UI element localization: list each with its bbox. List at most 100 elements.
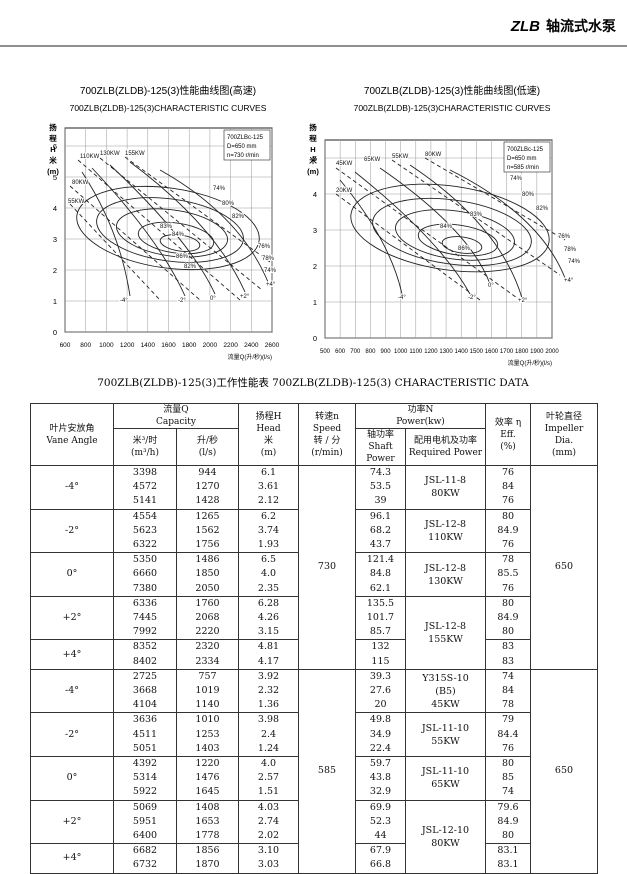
value-cell: 1756: [176, 538, 239, 553]
cell-text: 2.4: [260, 728, 277, 740]
value-cell: 84.8: [355, 567, 406, 582]
data-row: 5951 1653 2.74 52.3 84.9: [31, 814, 598, 830]
cell-text: JSL-12-8: [424, 620, 467, 632]
cell-text: 1.51: [257, 786, 280, 798]
curve-annotation: 155KW: [125, 151, 145, 157]
data-row: 8402 2334 4.17 115 83: [31, 654, 598, 670]
cell-text: 叶片安放角: [49, 423, 95, 434]
cell-text: JSL-12-8: [424, 562, 467, 574]
cell-text: 1019: [195, 685, 220, 697]
x-tick-label: 700: [350, 349, 361, 355]
value-cell: 74.3: [355, 465, 406, 481]
cell-text: -4°: [64, 685, 79, 697]
data-row: 5922 1645 1.51 32.9 74: [31, 785, 598, 801]
cell-text: 6732: [132, 859, 158, 871]
value-cell: 6682: [113, 843, 177, 859]
curve-annotation: 78%: [262, 256, 275, 262]
cell-text: 39: [374, 495, 387, 507]
cell-text: Impeller: [544, 423, 584, 434]
curve-annotation: 110KW: [80, 154, 100, 160]
table-title: 700ZLB(ZLDB)-125(3)工作性能表 700ZLB(ZLDB)-12…: [97, 376, 529, 389]
cell-text: 79.6: [497, 801, 519, 813]
value-cell: 8402: [113, 654, 177, 670]
cell-text: Required Power: [408, 448, 483, 458]
cell-text: 80: [501, 626, 515, 638]
value-cell: 1408: [176, 799, 239, 815]
cell-text: 3.92: [257, 670, 280, 682]
cell-text: 59.7: [369, 758, 392, 770]
data-row: 5314 1476 2.57 43.8 85: [31, 771, 598, 786]
vane-angle: 0°: [30, 756, 114, 801]
cell-text: 52.3: [369, 815, 392, 827]
value-cell: 1.93: [238, 538, 299, 553]
curve-annotation: 130KW: [100, 151, 120, 157]
value-cell: 6.2: [238, 508, 299, 524]
cell-text: 1265: [195, 510, 220, 522]
value-cell: 1.24: [238, 741, 299, 757]
header-row: 米³/时 (m³/h) 升/秒 (l/s) 轴功率 Shaft Power 配用电机及功率 R…: [31, 428, 598, 466]
cell-text: 3.03: [257, 859, 280, 871]
cell-text: 1010: [195, 714, 220, 726]
curves: [69, 156, 271, 301]
cell-text: 4511: [132, 728, 158, 740]
cell-text: 4.03: [257, 801, 280, 813]
motor: JSL-12-8 110KW: [405, 508, 486, 554]
value-cell: 5951: [113, 814, 177, 830]
value-cell: 4.81: [238, 639, 299, 655]
motor: JSL-11-10 55KW: [405, 712, 486, 758]
value-cell: 43.7: [355, 538, 406, 553]
value-cell: 6322: [113, 538, 177, 553]
cell-text: 转速n: [315, 411, 339, 422]
curve-annotation: 84%: [172, 232, 185, 238]
value-cell: 52.3: [355, 814, 406, 830]
value-cell: 84: [485, 684, 531, 699]
data-row: 7380 2050 2.35 62.1 76: [31, 581, 598, 597]
value-cell: 1778: [176, 829, 239, 844]
cell-text: 1408: [195, 801, 220, 813]
value-cell: 84.4: [485, 727, 531, 742]
data-row: -2° 3636 1010 3.98 49.8 JSL-11-10 55KW 79: [30, 712, 598, 758]
y-tick-label: 5: [313, 154, 317, 163]
value-cell: 2068: [176, 611, 239, 626]
cell-text: 0°: [66, 568, 78, 580]
cell-text: 84: [501, 685, 515, 697]
cell-text: 53.5: [369, 481, 392, 493]
motor: JSL-12-10 80KW: [405, 799, 486, 874]
value-cell: 3.74: [238, 523, 299, 539]
cell-text: 7445: [132, 612, 158, 624]
value-cell: 2.74: [238, 814, 299, 830]
value-cell: 3398: [113, 465, 177, 481]
cell-text: 轴功率: [366, 430, 394, 440]
value-cell: 6.5: [238, 552, 299, 568]
cell-text: 流量Q: [163, 405, 189, 415]
cell-text: 80: [501, 510, 515, 522]
value-cell: 69.9: [355, 799, 406, 815]
cell-text: +4°: [62, 852, 82, 864]
cell-text: 67.9: [369, 845, 392, 857]
curve-annotation: 74%: [213, 186, 226, 192]
x-tick-label: 1500: [470, 349, 484, 355]
value-cell: 96.1: [355, 508, 406, 524]
legend-text: 700ZLBc-125: [507, 147, 544, 153]
x-tick-label: 1300: [439, 349, 453, 355]
value-cell: 44: [355, 829, 406, 844]
cell-text: 110KW: [428, 531, 463, 543]
data-row: +4° 8352 2320 4.81 132 83: [30, 639, 598, 670]
cell-text: 6.1: [260, 467, 277, 478]
cell-text: 83: [501, 655, 515, 667]
cell-text: 68.2: [369, 524, 392, 536]
cell-text: 44: [374, 830, 387, 842]
data-row: 7445 2068 4.26 101.7 84.9: [31, 611, 598, 626]
data-row: 5623 1562 3.74 68.2 84.9: [31, 523, 598, 539]
curve-annotation: 83%: [160, 224, 173, 230]
value-cell: 83: [485, 654, 531, 670]
value-cell: 76: [485, 465, 531, 481]
y-axis-label: (m): [47, 167, 59, 176]
cell-text: 4.26: [257, 612, 280, 624]
vane-angle: +4°: [30, 843, 114, 874]
motor: JSL-11-8 80KW: [405, 465, 486, 510]
value-cell: 4.0: [238, 567, 299, 582]
curve-annotation: 80%: [522, 192, 535, 198]
data-row: 7992 2220 3.15 85.7 80: [31, 625, 598, 640]
cell-text: JSL-12-8: [424, 518, 467, 530]
